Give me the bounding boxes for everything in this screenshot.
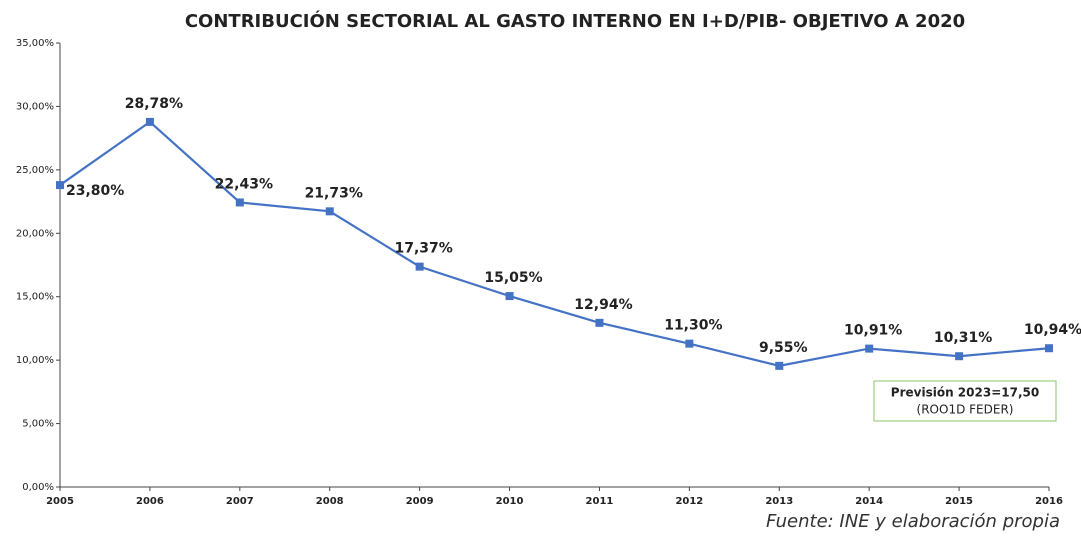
annotation-box (873, 380, 1057, 422)
marker (865, 344, 874, 353)
y-tick-label: 10,00% (16, 355, 54, 366)
y-tick-label: 25,00% (16, 165, 54, 176)
data-label: 28,78% (125, 96, 183, 112)
x-tick-label: 2006 (136, 496, 164, 507)
data-label: 15,05% (484, 270, 542, 286)
x-tick-label: 2008 (316, 496, 344, 507)
x-tick-label: 2014 (855, 496, 883, 507)
x-tick-label: 2015 (945, 496, 973, 507)
data-label: 17,37% (394, 241, 452, 257)
y-tick-label: 20,00% (16, 228, 54, 239)
marker (685, 339, 694, 348)
data-label: 23,80% (66, 183, 124, 199)
marker (235, 198, 244, 207)
marker (595, 318, 604, 327)
y-tick-label: 30,00% (16, 101, 54, 112)
data-label: 21,73% (305, 185, 363, 201)
line (59, 120, 1050, 367)
marker (56, 181, 64, 190)
annotation-text: (ROO1D FEDER) (917, 403, 1014, 417)
marker (505, 292, 514, 301)
marker (955, 352, 964, 361)
marker (325, 207, 334, 216)
annotation-title: Previsión 2023=17,50 (891, 386, 1039, 400)
data-label: 12,94% (574, 297, 632, 313)
x-tick-label: 2010 (496, 496, 524, 507)
x-tick-label: 2012 (675, 496, 703, 507)
source: Fuente: INE y elaboración propia (766, 511, 1060, 532)
x-tick-label: 2007 (226, 496, 254, 507)
data-label: 9,55% (759, 340, 808, 356)
marker (1045, 344, 1053, 353)
marker (415, 262, 424, 271)
data-label: 10,94% (1024, 322, 1081, 338)
x-tick-label: 2013 (765, 496, 793, 507)
y-tick-label: 0,00% (22, 482, 54, 493)
x-tick-label: 2009 (406, 496, 434, 507)
marker (775, 361, 784, 370)
y-tick-label: 15,00% (16, 292, 54, 303)
x-tick-label: 2005 (46, 496, 74, 507)
x-tick-label: 2016 (1035, 496, 1063, 507)
data-label: 11,30% (664, 318, 722, 334)
x-tick-label: 2011 (586, 496, 614, 507)
data-label: 10,31% (934, 330, 992, 346)
data-label: 10,91% (844, 323, 902, 339)
marker (145, 117, 154, 126)
data-label: 22,43% (215, 176, 273, 192)
y-tick-label: 5,00% (22, 419, 54, 430)
y-tick-label: 35,00% (16, 38, 54, 49)
chart-title: CONTRIBUCIÓN SECTORIAL AL GASTO INTERNO … (185, 10, 965, 32)
